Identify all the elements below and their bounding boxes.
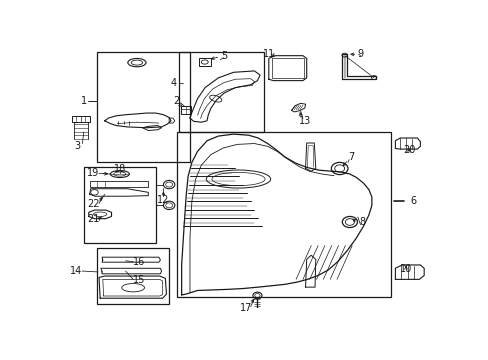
Text: 12: 12 (157, 195, 169, 205)
Text: 14: 14 (70, 266, 82, 275)
Bar (176, 132, 390, 297)
Text: 18: 18 (114, 164, 126, 174)
Text: 1: 1 (81, 96, 87, 107)
Bar (198, 58, 210, 66)
Text: 16: 16 (132, 257, 144, 267)
Text: 10: 10 (399, 264, 411, 274)
Text: 11: 11 (263, 49, 275, 59)
Bar (84, 167, 156, 243)
Bar (89, 181, 148, 187)
Text: 21: 21 (87, 214, 100, 224)
Text: 7: 7 (347, 152, 353, 162)
Text: 15: 15 (132, 275, 145, 285)
Text: 13: 13 (299, 116, 311, 126)
Bar (72, 116, 90, 122)
Text: 17: 17 (240, 303, 252, 313)
Bar (181, 105, 190, 114)
Text: 3: 3 (74, 141, 80, 151)
Text: 19: 19 (87, 168, 99, 179)
Text: 22: 22 (87, 199, 100, 209)
Text: 9: 9 (357, 49, 363, 59)
Text: 20: 20 (402, 145, 414, 155)
Bar (178, 51, 264, 132)
Bar (97, 51, 189, 162)
Text: 4: 4 (171, 78, 177, 89)
Bar (97, 248, 169, 304)
Text: 8: 8 (359, 217, 365, 227)
Text: 2: 2 (173, 96, 180, 107)
Bar (272, 58, 303, 78)
Text: 6: 6 (409, 196, 416, 206)
Text: 5: 5 (221, 51, 227, 61)
